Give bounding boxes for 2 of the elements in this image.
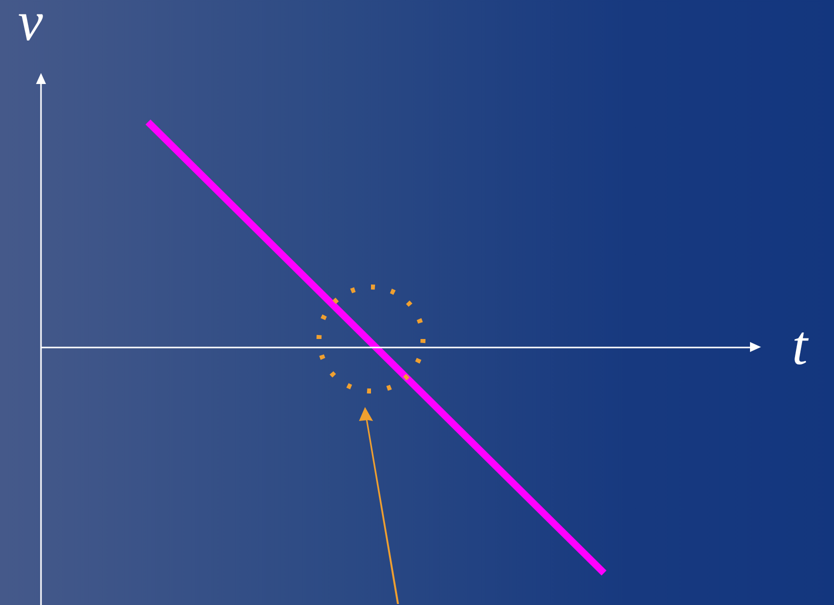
- y-axis-title: v: [18, 0, 43, 53]
- x-axis-title: t: [792, 315, 808, 377]
